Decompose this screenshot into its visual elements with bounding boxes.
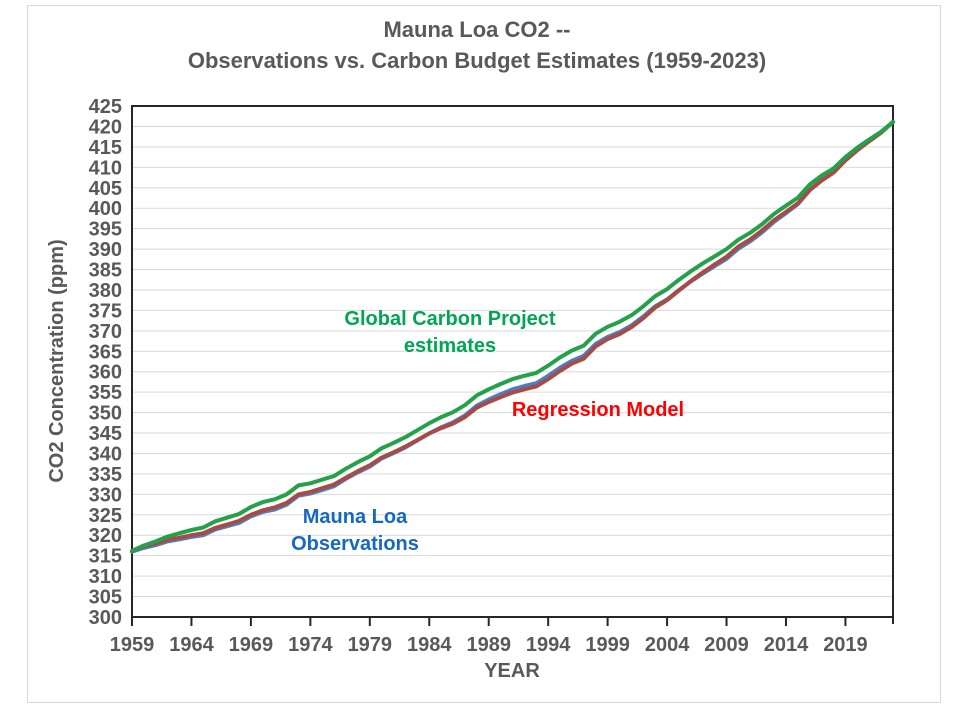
y-tick-label: 360	[89, 362, 122, 384]
y-tick-label: 320	[89, 525, 122, 547]
annotation-regression-model: Regression Model	[511, 399, 685, 421]
x-tick-label: 2019	[823, 634, 868, 656]
y-tick-label: 405	[89, 178, 122, 200]
y-tick-label: 305	[89, 587, 122, 609]
annotation-obs-line2: Observations	[291, 533, 419, 555]
y-tick-label: 400	[89, 198, 122, 220]
x-tick-label: 1979	[348, 634, 393, 656]
x-tick-label: 2009	[704, 634, 749, 656]
y-tick-label: 425	[89, 96, 122, 118]
annotation-gcp-estimates: Global Carbon Project estimates	[320, 306, 580, 360]
y-tick-label: 315	[89, 546, 122, 568]
y-tick-label: 325	[89, 505, 122, 527]
x-tick-label: 1999	[585, 634, 630, 656]
x-tick-label: 1969	[229, 634, 274, 656]
chart-title-line1: Mauna Loa CO2 --	[383, 17, 571, 42]
x-tick-label: 1994	[526, 634, 571, 656]
plot-frame	[131, 105, 894, 618]
chart-title: Mauna Loa CO2 -- Observations vs. Carbon…	[0, 14, 954, 76]
y-tick-label: 380	[89, 280, 122, 302]
annotation-gcp-line1: Global Carbon Project	[344, 308, 556, 330]
y-tick-label: 385	[89, 260, 122, 282]
y-tick-label: 395	[89, 219, 122, 241]
y-tick-label: 420	[89, 116, 122, 138]
y-tick-label: 345	[89, 423, 122, 445]
x-tick-label: 1989	[466, 634, 511, 656]
y-tick-label: 410	[89, 157, 122, 179]
y-tick-label: 415	[89, 137, 122, 159]
y-tick-label: 300	[89, 607, 122, 629]
series-line-regression-model	[130, 119, 895, 554]
x-tick-label: 2004	[645, 634, 690, 656]
y-tick-label: 370	[89, 321, 122, 343]
x-axis-title: YEAR	[484, 660, 540, 682]
y-tick-label: 330	[89, 484, 122, 506]
y-tick-label: 390	[89, 239, 122, 261]
annotation-mauna-loa-observations: Mauna Loa Observations	[255, 504, 455, 558]
y-tick-label: 310	[89, 566, 122, 588]
x-tick-label: 1974	[288, 634, 333, 656]
y-tick-label: 350	[89, 403, 122, 425]
y-axis-title: CO2 Concentration (ppm)	[46, 239, 68, 483]
x-tick-label: 1984	[407, 634, 452, 656]
x-tick-label: 2014	[764, 634, 809, 656]
x-tick-label: 1959	[110, 634, 155, 656]
y-tick-label: 365	[89, 341, 122, 363]
y-tick-label: 375	[89, 300, 122, 322]
y-tick-label: 355	[89, 382, 122, 404]
annotation-gcp-line2: estimates	[403, 335, 497, 357]
y-tick-label: 340	[89, 443, 122, 465]
annotation-obs-line1: Mauna Loa	[302, 506, 408, 528]
y-tick-label: 335	[89, 464, 122, 486]
x-tick-label: 1964	[169, 634, 214, 656]
series-line-global-carbon-project-estimates	[130, 119, 895, 553]
chart-title-line2: Observations vs. Carbon Budget Estimates…	[187, 48, 767, 73]
